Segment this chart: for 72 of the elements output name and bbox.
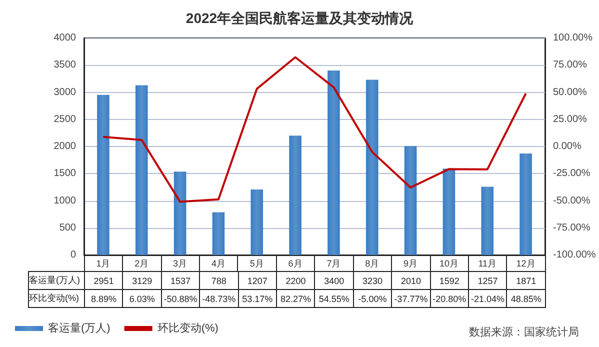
x-tick-label: 5月 (250, 258, 264, 268)
y-tick-label: 1500 (54, 168, 76, 180)
bar (289, 136, 302, 255)
data-label: 53.17% (238, 290, 277, 308)
y-tick-label: 2000 (54, 141, 76, 152)
data-label: 1207 (238, 272, 277, 290)
y-tick-label: 500 (59, 222, 76, 234)
y2-tick-label: -50.00% (553, 195, 590, 206)
x-tick-label: 11月 (478, 258, 497, 268)
y-tick-label: 3500 (54, 60, 76, 71)
y-tick-label: 4000 (54, 32, 76, 44)
y2-tick-label: 50.00% (553, 86, 588, 98)
data-label: -21.04% (468, 290, 507, 308)
x-tick-label: 7月 (326, 258, 341, 268)
data-label: -5.00% (353, 290, 392, 308)
data-label: 1592 (430, 272, 469, 290)
data-label: 54.55% (314, 290, 354, 308)
y2-tick-label: 75.00% (553, 60, 588, 71)
data-label: 2951 (84, 272, 123, 290)
data-label: -20.80% (430, 290, 469, 308)
data-label: 3400 (314, 272, 354, 290)
data-label: 8.89% (84, 290, 123, 308)
legend-label: 环比变动(%) (157, 322, 218, 334)
text: 客运量(万人) (29, 275, 80, 285)
bar (212, 212, 225, 255)
x-tick-label: 4月 (211, 258, 226, 268)
data-label: 788 (200, 272, 238, 290)
y-tick-label: 1000 (54, 195, 76, 206)
bar (97, 94, 110, 255)
x-tick-label: 10月 (439, 258, 458, 268)
data-label: 82.27% (276, 290, 315, 308)
y2-tick-label: 0.00% (553, 141, 582, 152)
data-label: 2010 (392, 272, 430, 290)
x-tick-label: 9月 (404, 258, 418, 268)
y2-tick-label: -25.00% (553, 168, 590, 180)
x-tick-label: 6月 (288, 258, 302, 268)
data-label: 3129 (122, 272, 162, 290)
y2-tick-label: -100.00% (553, 250, 596, 260)
data-label: 1257 (468, 272, 507, 290)
source-note: 数据来源：国家统计局 (469, 326, 579, 338)
y2-tick-label: 25.00% (553, 114, 588, 125)
bar (442, 168, 456, 255)
x-tick-label: 2月 (134, 258, 149, 268)
bar (174, 172, 186, 255)
x-tick-label: 3月 (173, 258, 188, 268)
data-label: -48.73% (200, 290, 238, 308)
x-tick-label: 12月 (516, 258, 536, 268)
y-tick-label: 2500 (54, 114, 76, 125)
data-label: 2200 (276, 272, 315, 290)
data-label: 1537 (161, 272, 200, 290)
bar (520, 154, 532, 255)
bar (328, 70, 340, 255)
bar (366, 80, 378, 255)
line-series (102, 56, 527, 203)
bar (250, 190, 264, 255)
y2-tick-label: 100.00% (553, 32, 593, 44)
bar (135, 85, 148, 255)
bar (404, 146, 417, 255)
legend-label: 客运量(万人) (48, 322, 110, 334)
y2-tick-label: -75.00% (553, 222, 590, 234)
y-tick-label: 3000 (54, 86, 76, 98)
bar (481, 186, 494, 255)
data-label: -50.88% (161, 290, 200, 308)
data-label: 6.03% (122, 290, 162, 308)
data-label: 1871 (506, 272, 546, 290)
data-label: 48.85% (506, 290, 546, 308)
x-tick-label: 1月 (96, 258, 110, 268)
x-tick-label: 8月 (365, 258, 380, 268)
chart-title: 2022年全国民航客运量及其变动情况 (186, 10, 414, 26)
data-label: 3230 (353, 272, 392, 290)
y-tick-label: 0 (70, 250, 76, 260)
data-label: -37.77% (392, 290, 430, 308)
